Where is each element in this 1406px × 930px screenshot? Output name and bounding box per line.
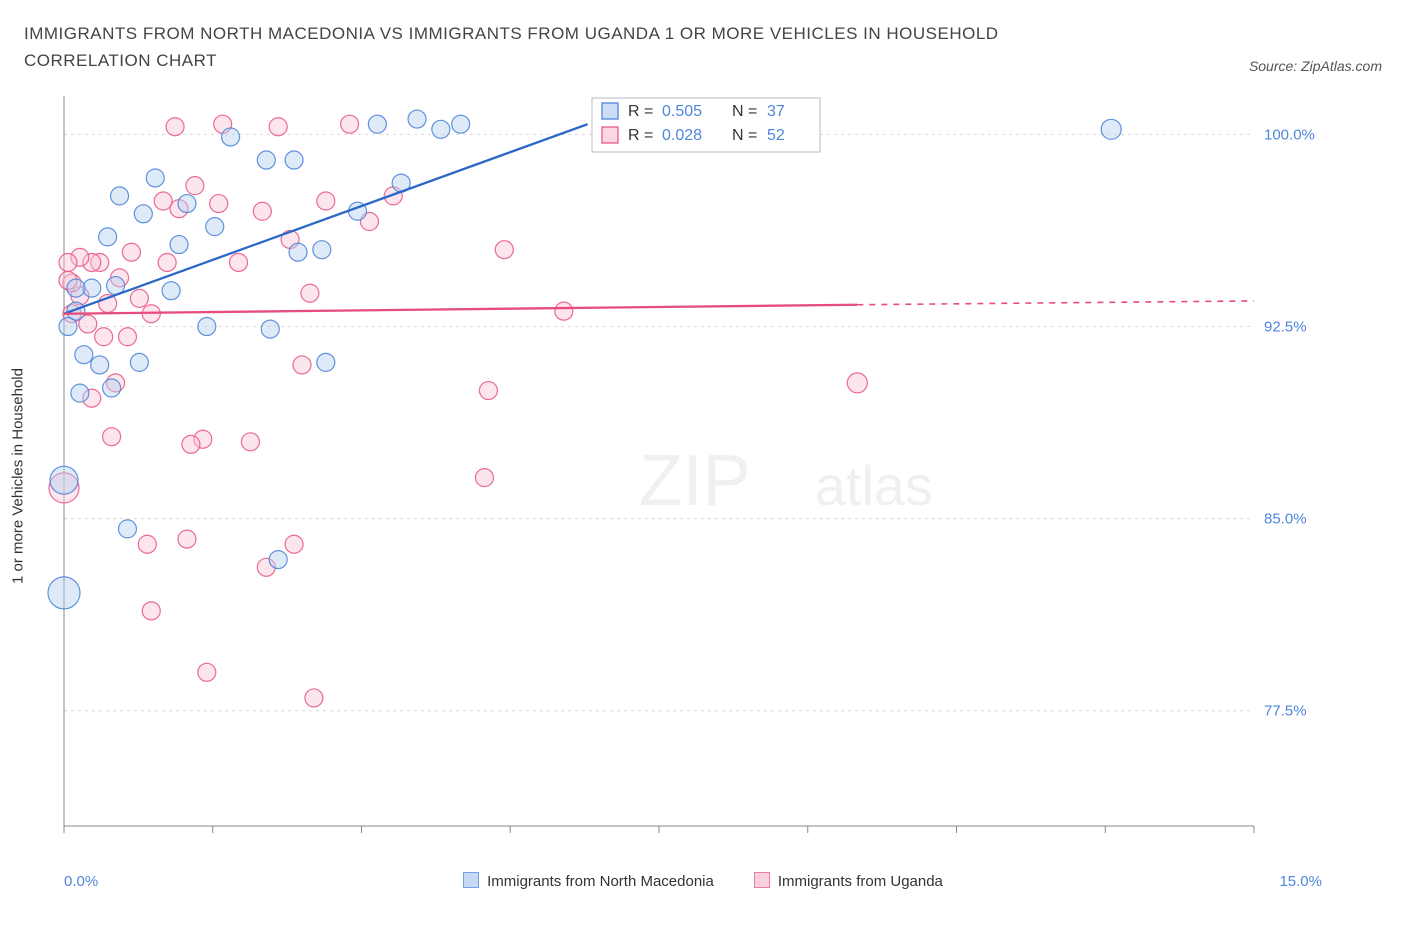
svg-text:52: 52	[767, 127, 785, 144]
svg-text:0.505: 0.505	[662, 103, 702, 120]
svg-text:37: 37	[767, 103, 785, 120]
scatter-plot: ZIP atlas 77.5% 85.0% 92.5% 100.0% R = 0.505 N =…	[24, 86, 1324, 866]
svg-text:92.5%: 92.5%	[1264, 319, 1307, 336]
y-axis-label: 1 or more Vehicles in Household	[10, 368, 27, 584]
svg-text:N =: N =	[732, 103, 757, 120]
svg-text:R =: R =	[628, 103, 653, 120]
bottom-legend: 0.0% Immigrants from North Macedonia Imm…	[24, 872, 1382, 890]
svg-text:atlas: atlas	[815, 454, 933, 517]
svg-text:100.0%: 100.0%	[1264, 127, 1315, 144]
legend-item-pink: Immigrants from Uganda	[754, 872, 943, 890]
square-icon	[754, 872, 770, 888]
x-axis-end-label: 15.0%	[1279, 873, 1322, 890]
square-icon	[463, 872, 479, 888]
svg-text:R =: R =	[628, 127, 653, 144]
svg-text:N =: N =	[732, 127, 757, 144]
svg-text:0.028: 0.028	[662, 127, 702, 144]
source-credit: Source: ZipAtlas.com	[1249, 58, 1382, 74]
chart-title: IMMIGRANTS FROM NORTH MACEDONIA VS IMMIG…	[24, 20, 1124, 74]
svg-text:77.5%: 77.5%	[1264, 703, 1307, 720]
svg-text:85.0%: 85.0%	[1264, 511, 1307, 528]
x-axis-start-label: 0.0%	[64, 873, 98, 890]
svg-text:ZIP: ZIP	[639, 441, 751, 521]
legend-item-blue: Immigrants from North Macedonia	[463, 872, 714, 890]
